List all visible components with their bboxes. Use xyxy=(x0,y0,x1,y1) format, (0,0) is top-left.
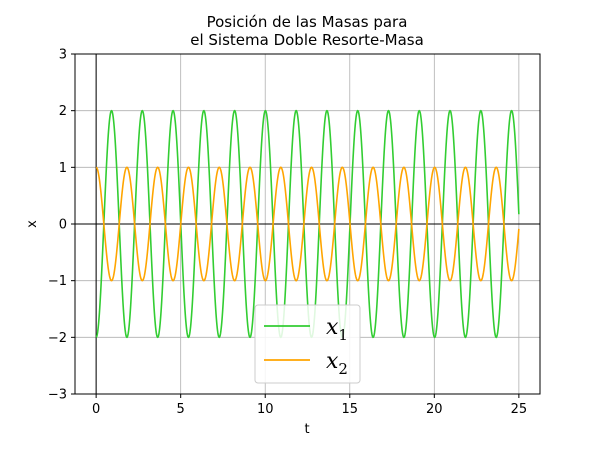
x-tick-label: 10 xyxy=(257,402,274,417)
y-axis-label: x xyxy=(25,220,40,228)
y-tick-label: 1 xyxy=(59,161,67,176)
x-tick-label: 0 xyxy=(92,402,100,417)
x-tick-label: 20 xyxy=(426,402,443,417)
x-tick-label: 25 xyxy=(511,402,528,417)
legend-label-x2: x2 xyxy=(326,349,348,378)
chart-title-line-1: Posición de las Masas para xyxy=(207,13,408,31)
x-tick-label: 15 xyxy=(341,402,358,417)
y-ticks: −3 −2 −1 0 1 2 3 xyxy=(48,48,75,403)
legend: x1 x2 xyxy=(254,304,361,384)
x-tick-label: 5 xyxy=(177,402,185,417)
series-line-x2 xyxy=(95,166,520,282)
y-tick-label: 3 xyxy=(59,48,67,63)
y-tick-label: −3 xyxy=(48,388,67,403)
x-axis-label: t xyxy=(304,422,309,437)
legend-label-x1: x1 xyxy=(326,315,348,344)
y-tick-label: −1 xyxy=(48,274,67,289)
chart-title-line-2: el Sistema Doble Resorte-Masa xyxy=(190,31,424,49)
x-ticks: 0 5 10 15 20 25 xyxy=(92,394,527,417)
series-group xyxy=(95,109,520,339)
y-tick-label: 2 xyxy=(59,104,67,119)
y-tick-label: 0 xyxy=(59,218,67,233)
legend-box xyxy=(254,304,361,384)
y-tick-label: −2 xyxy=(48,331,67,346)
series-line-x1 xyxy=(95,109,520,339)
zero-lines xyxy=(75,54,540,394)
